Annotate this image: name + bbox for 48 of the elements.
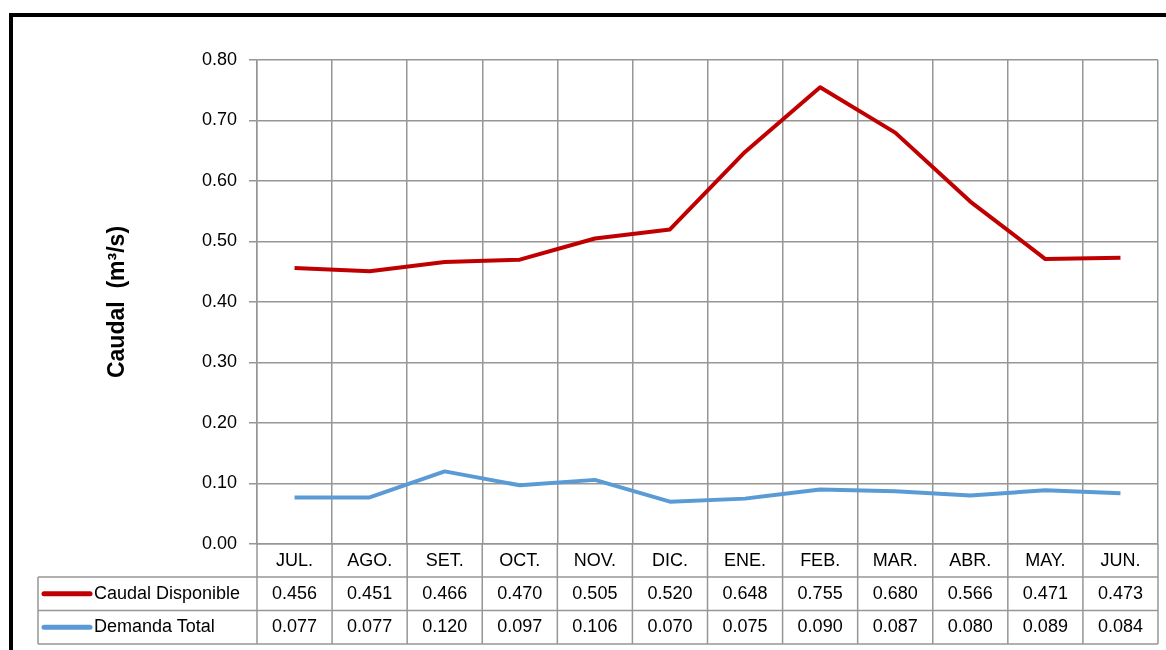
- data-label: 0.648: [722, 582, 768, 603]
- data-label: 0.566: [947, 582, 993, 603]
- data-label: 0.090: [797, 616, 843, 637]
- legend-label: Demanda Total: [94, 616, 215, 637]
- x-tick-label: ENE.: [724, 549, 767, 570]
- data-label: 0.473: [1097, 582, 1143, 603]
- x-tick-label: DIC.: [651, 549, 688, 570]
- x-tick-label: MAY.: [1025, 549, 1066, 570]
- y-tick-label: 0.80: [201, 48, 237, 69]
- x-tick-label: JUN.: [1100, 549, 1141, 570]
- x-tick-label: JUL.: [276, 549, 314, 570]
- data-label: 0.466: [422, 582, 468, 603]
- x-tick-label: AGO.: [347, 549, 393, 570]
- x-tick-label: SET.: [425, 549, 464, 570]
- y-tick-label: 0.30: [201, 351, 237, 372]
- data-label: 0.089: [1022, 616, 1068, 637]
- y-tick-label: 0.50: [201, 230, 237, 251]
- data-label: 0.755: [797, 582, 843, 603]
- data-label: 0.070: [647, 616, 693, 637]
- legend-label: Caudal Disponible: [94, 582, 241, 603]
- data-label: 0.470: [497, 582, 543, 603]
- x-tick-label: OCT.: [499, 549, 541, 570]
- y-tick-label: 0.20: [201, 411, 237, 432]
- data-label: 0.505: [572, 582, 618, 603]
- y-tick-label: 0.60: [201, 169, 237, 190]
- data-label: 0.097: [497, 616, 543, 637]
- data-label: 0.084: [1097, 616, 1143, 637]
- y-axis-title: Caudal (m³/s): [103, 225, 130, 379]
- x-tick-label: NOV.: [573, 549, 617, 570]
- data-label: 0.520: [647, 582, 693, 603]
- data-label: 0.120: [422, 616, 468, 637]
- data-label: 0.080: [947, 616, 993, 637]
- data-label: 0.077: [272, 616, 318, 637]
- data-label: 0.106: [572, 616, 618, 637]
- data-label: 0.680: [872, 582, 918, 603]
- data-label: 0.456: [272, 582, 318, 603]
- y-tick-label: 0.10: [201, 472, 237, 493]
- data-label: 0.087: [872, 616, 918, 637]
- y-tick-label: 0.70: [201, 109, 237, 130]
- data-label: 0.471: [1022, 582, 1068, 603]
- data-label: 0.075: [722, 616, 768, 637]
- data-label: 0.451: [347, 582, 393, 603]
- x-tick-label: MAR.: [872, 549, 918, 570]
- y-tick-label: 0.40: [201, 290, 237, 311]
- x-tick-label: FEB.: [800, 549, 841, 570]
- data-label: 0.077: [347, 616, 393, 637]
- x-tick-label: ABR.: [949, 549, 992, 570]
- y-tick-label: 0.00: [201, 532, 237, 553]
